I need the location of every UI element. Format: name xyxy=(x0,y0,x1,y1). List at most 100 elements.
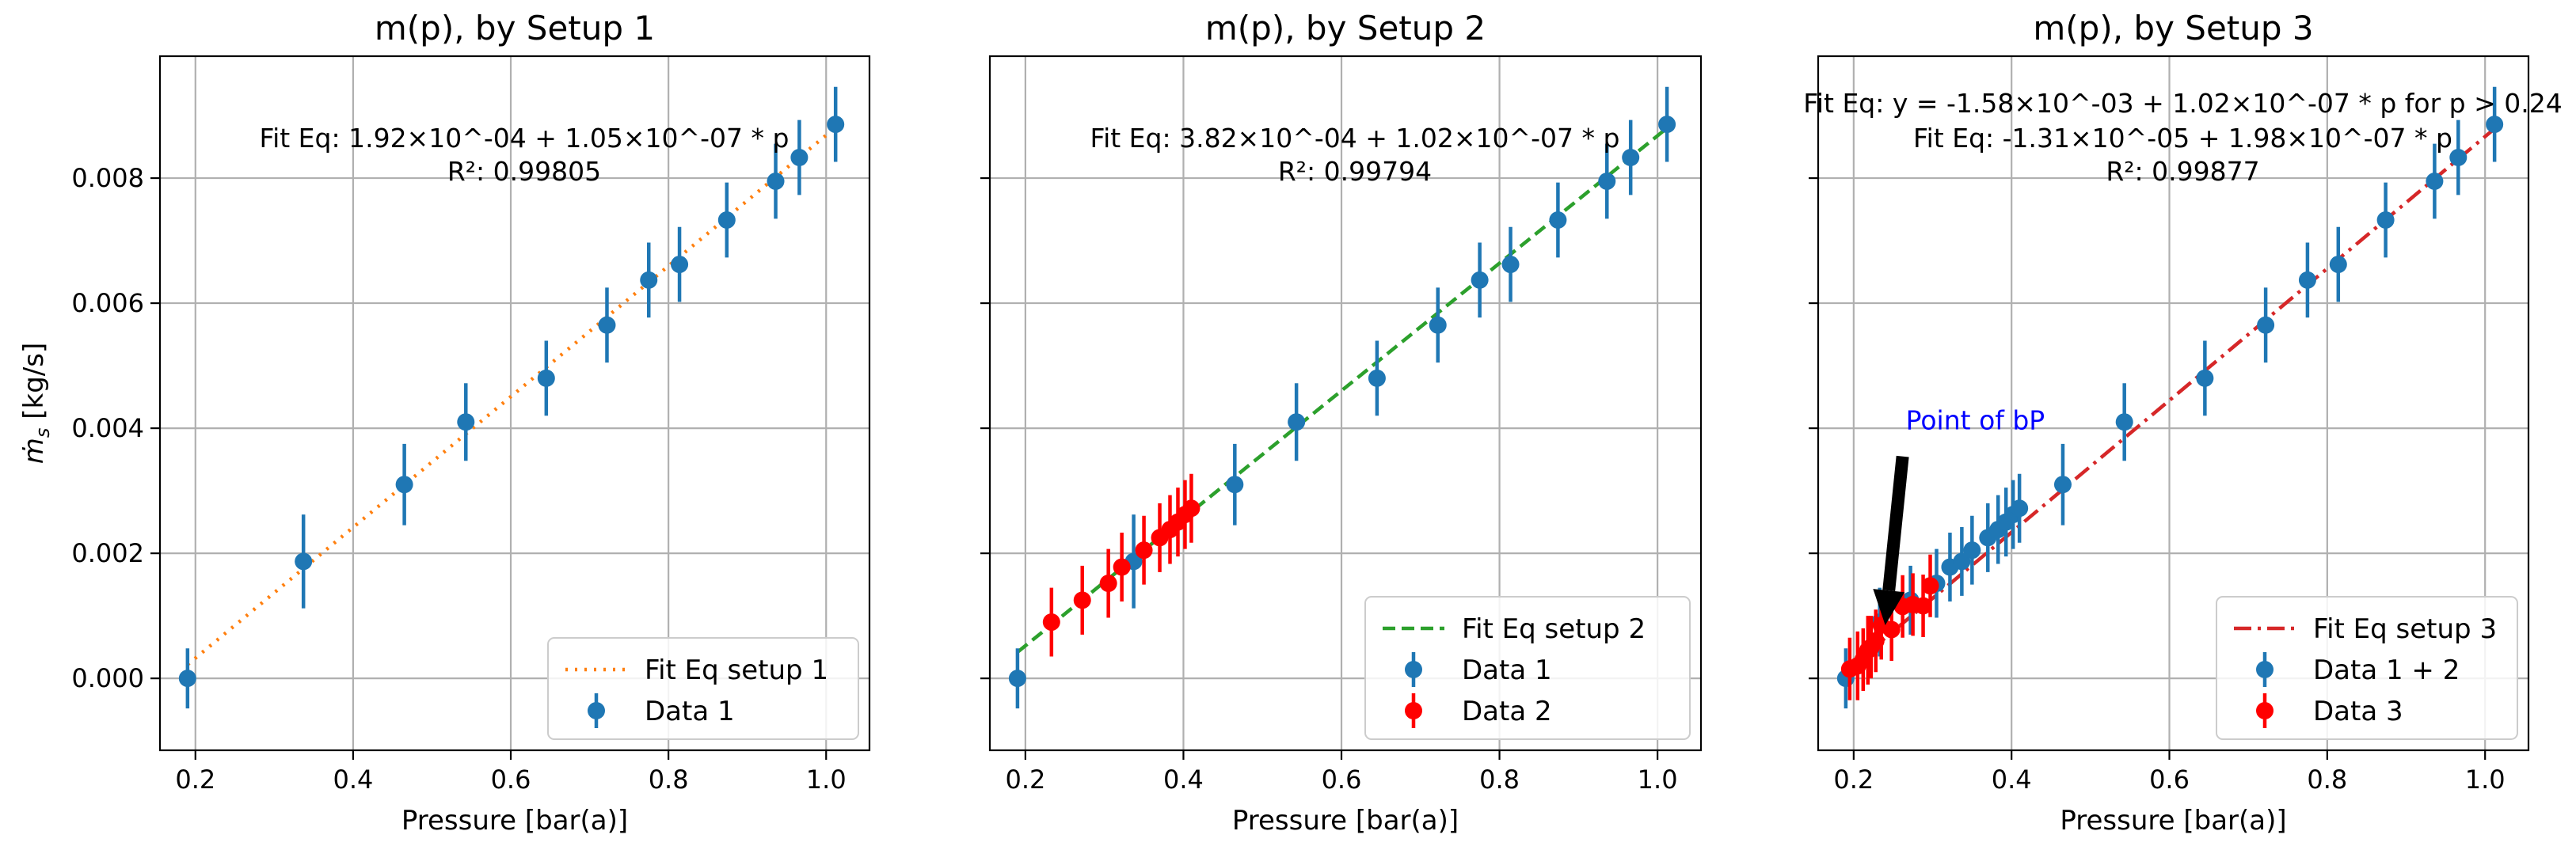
data-point xyxy=(671,256,689,274)
series-data-3 xyxy=(1840,554,1939,700)
arrow-shaft xyxy=(1882,455,1909,592)
x-tick-label: 0.4 xyxy=(1992,765,2032,795)
data-point xyxy=(457,413,475,431)
x-tick-label: 1.0 xyxy=(1638,765,1678,795)
x-tick-label: 1.0 xyxy=(2465,765,2506,795)
data-point xyxy=(1182,499,1200,518)
data-point xyxy=(1622,148,1640,166)
data-point xyxy=(640,271,658,289)
legend-label: Fit Eq setup 1 xyxy=(645,655,828,686)
data-point xyxy=(1113,558,1131,576)
legend-label: Fit Eq setup 2 xyxy=(1462,613,1646,645)
x-tick-label: 0.2 xyxy=(1005,765,1045,795)
data-point xyxy=(395,476,413,494)
data-point xyxy=(1658,116,1676,134)
series-data-1 xyxy=(178,86,845,709)
x-tick-label: 0.4 xyxy=(1163,765,1204,795)
legend-box xyxy=(2216,596,2518,740)
data-point xyxy=(717,211,736,230)
data-point xyxy=(1099,575,1117,593)
data-point xyxy=(1429,316,1447,334)
x-tick-label: 0.6 xyxy=(1322,765,1362,795)
x-tick-label: 0.2 xyxy=(175,765,215,795)
y-tick-label: 0.002 xyxy=(71,538,144,568)
data-point xyxy=(790,148,809,166)
legend: Fit Eq setup 3 Data 1 + 2 Data 3 xyxy=(2216,596,2518,740)
data-point xyxy=(1598,173,1616,191)
data-point xyxy=(1914,597,1932,615)
legend: Fit Eq setup 2 Data 1 Data 2 xyxy=(1364,596,1691,740)
data-point xyxy=(1008,670,1026,688)
legend: Fit Eq setup 1 Data 1 xyxy=(547,637,859,740)
y-axis-label: ṁs [kg/s] xyxy=(18,343,54,464)
fit-annotation-line-0: Fit Eq: y = -1.58×10^-03 + 1.02×10^-07 *… xyxy=(1803,88,2562,119)
x-tick-label: 0.2 xyxy=(1833,765,1874,795)
data-point xyxy=(2196,369,2214,387)
data-point xyxy=(2011,499,2029,518)
fit-annotation-line-0: Fit Eq: 3.82×10^-04 + 1.02×10^-07 * p xyxy=(1090,123,1620,154)
fit-annotation-line-2: R²: 0.99877 xyxy=(2106,156,2259,187)
data-point xyxy=(178,670,196,688)
data-point xyxy=(1882,620,1901,639)
legend-marker-swatch xyxy=(2256,702,2274,719)
data-point xyxy=(827,116,845,134)
data-point xyxy=(2257,316,2275,334)
legend-box xyxy=(547,637,859,740)
arrow-head xyxy=(1873,589,1905,625)
data-point xyxy=(2376,211,2395,230)
data-point xyxy=(1288,413,1306,431)
subplot-setup-2: 0.2 0.4 0.6 0.8 1.0 m(p), by Setup 2 Pressure … xyxy=(980,9,1703,837)
data-point xyxy=(537,369,555,387)
fit-annotation-line-1: Fit Eq: -1.31×10^-05 + 1.98×10^-07 * p xyxy=(1913,123,2452,154)
chart-title: m(p), by Setup 1 xyxy=(375,9,655,47)
data-point xyxy=(1921,577,1939,595)
fit-line xyxy=(186,127,835,666)
legend-marker-swatch xyxy=(588,702,605,719)
y-tick-label: 0.008 xyxy=(71,163,144,193)
data-point xyxy=(2449,148,2468,166)
x-tick-label: 0.6 xyxy=(2149,765,2190,795)
x-axis-label: Pressure [bar(a)] xyxy=(401,805,628,837)
chart-title: m(p), by Setup 2 xyxy=(1205,9,1486,47)
x-tick-label: 1.0 xyxy=(806,765,847,795)
data-point xyxy=(2329,256,2347,274)
series-data-1 xyxy=(1008,86,1676,709)
legend-marker-swatch xyxy=(1405,661,1422,678)
x-tick-label: 0.4 xyxy=(333,765,373,795)
legend-label: Data 1 + 2 xyxy=(2313,655,2460,686)
y-tick-label: 0.004 xyxy=(71,413,144,443)
x-tick-label: 0.8 xyxy=(2307,765,2347,795)
legend-label: Data 3 xyxy=(2313,696,2403,727)
chart-title: m(p), by Setup 3 xyxy=(2033,9,2313,47)
legend-marker-swatch xyxy=(1405,702,1422,719)
data-point xyxy=(295,552,313,571)
data-point xyxy=(2486,116,2504,134)
data-point xyxy=(598,316,616,334)
arrow-label: Point of bP xyxy=(1906,405,2045,436)
data-point xyxy=(1135,541,1153,560)
data-point xyxy=(1953,552,1971,571)
data-point xyxy=(2426,173,2444,191)
data-point xyxy=(1042,613,1060,632)
x-axis-label: Pressure [bar(a)] xyxy=(1232,805,1459,837)
grid xyxy=(160,56,869,750)
y-tick-label: 0.006 xyxy=(71,288,144,318)
data-point xyxy=(1073,591,1091,609)
data-point xyxy=(767,173,785,191)
x-tick-label: 0.6 xyxy=(491,765,531,795)
axes-frame xyxy=(988,55,1703,752)
legend-label: Fit Eq setup 3 xyxy=(2313,613,2497,645)
legend-label: Data 1 xyxy=(645,696,735,727)
x-tick-label: 0.8 xyxy=(649,765,689,795)
data-point xyxy=(1549,211,1567,230)
data-point xyxy=(1368,369,1386,387)
data-point xyxy=(1226,476,1244,494)
legend-box xyxy=(1364,596,1691,740)
data-point xyxy=(2115,413,2133,431)
data-point xyxy=(1501,256,1520,274)
data-point xyxy=(1963,541,1981,560)
series-data-2 xyxy=(1042,473,1200,657)
fit-annotation-line-0: Fit Eq: 1.92×10^-04 + 1.05×10^-07 * p xyxy=(260,123,790,154)
x-tick-label: 0.8 xyxy=(1479,765,1520,795)
